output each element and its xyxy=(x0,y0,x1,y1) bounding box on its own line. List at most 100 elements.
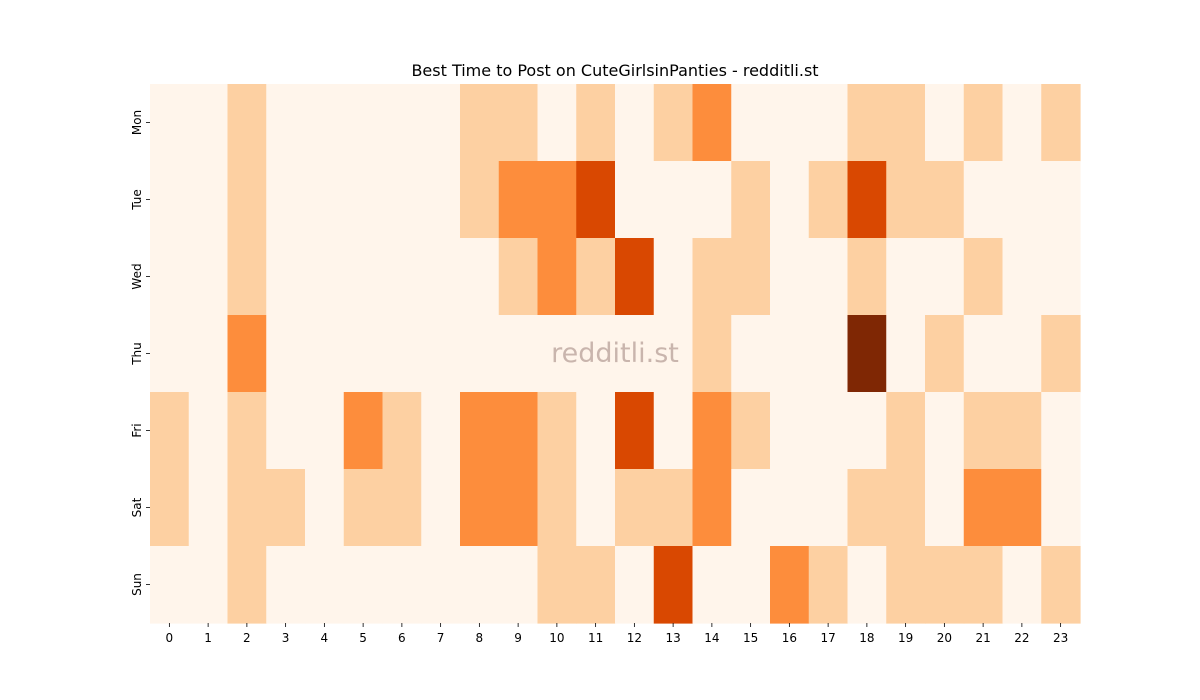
x-tick-label: 1 xyxy=(204,631,212,645)
heatmap-cell-tue-21 xyxy=(963,161,1004,239)
heatmap-cell-fri-16 xyxy=(770,392,810,470)
heatmap-cell-sun-11 xyxy=(576,546,616,624)
heatmap-cell-sat-7 xyxy=(421,469,461,547)
heatmap-cell-fri-7 xyxy=(421,392,461,470)
x-axis-ticks: 0 1 2 3 4 5 6 7 8 9 10 11 12 13 14 15 16 17 18 19 20 21 22 23 xyxy=(166,623,1068,645)
heatmap-cell-fri-22 xyxy=(1002,392,1042,470)
heatmap-cell-sun-14 xyxy=(692,546,732,624)
heatmap-cell-tue-2 xyxy=(227,161,267,239)
heatmap-cell-tue-3 xyxy=(266,161,306,239)
heatmap-cell-fri-23 xyxy=(1041,392,1081,470)
y-tick-label: Sun xyxy=(130,573,144,596)
x-tick-label: 14 xyxy=(704,631,719,645)
heatmap-cell-tue-6 xyxy=(382,161,422,239)
heatmap-cell-thu-13 xyxy=(653,315,694,393)
heatmap-cell-sat-19 xyxy=(886,469,926,547)
heatmap-cell-sat-6 xyxy=(382,469,422,547)
heatmap-cell-wed-2 xyxy=(227,238,267,316)
heatmap-cell-mon-22 xyxy=(1002,84,1042,162)
heatmap-cell-fri-2 xyxy=(227,392,267,470)
heatmap-cell-sun-1 xyxy=(188,546,229,624)
heatmap-cell-sat-22 xyxy=(1002,469,1042,547)
heatmap-cell-tue-18 xyxy=(847,161,887,239)
heatmap-cell-wed-4 xyxy=(305,238,345,316)
heatmap-cell-sun-19 xyxy=(886,546,926,624)
heatmap-cell-mon-3 xyxy=(266,84,306,162)
x-tick-label: 22 xyxy=(1014,631,1029,645)
heatmap-cell-thu-12 xyxy=(615,315,655,393)
heatmap-cell-sat-4 xyxy=(305,469,345,547)
heatmap-cell-thu-11 xyxy=(576,315,616,393)
x-tick-label: 13 xyxy=(665,631,680,645)
heatmap-cell-wed-22 xyxy=(1002,238,1042,316)
heatmap-cell-mon-12 xyxy=(615,84,655,162)
heatmap-cell-wed-5 xyxy=(343,238,384,316)
heatmap-cell-sat-3 xyxy=(266,469,306,547)
heatmap-cell-sun-15 xyxy=(731,546,771,624)
heatmap-cell-wed-14 xyxy=(692,238,732,316)
heatmap-cell-mon-19 xyxy=(886,84,926,162)
heatmap-cell-fri-17 xyxy=(808,392,849,470)
heatmap-cell-sun-23 xyxy=(1041,546,1081,624)
heatmap-cell-sun-21 xyxy=(963,546,1004,624)
heatmap-cell-fri-10 xyxy=(537,392,577,470)
heatmap-cell-tue-9 xyxy=(498,161,539,239)
heatmap-cell-sat-2 xyxy=(227,469,267,547)
heatmap-cell-mon-21 xyxy=(963,84,1004,162)
heatmap-cell-sat-16 xyxy=(770,469,810,547)
heatmap-cell-tue-16 xyxy=(770,161,810,239)
heatmap-cell-tue-22 xyxy=(1002,161,1042,239)
heatmap-cell-thu-2 xyxy=(227,315,267,393)
heatmap-cell-fri-15 xyxy=(731,392,771,470)
heatmap-cell-thu-0 xyxy=(150,315,190,393)
heatmap-cell-wed-7 xyxy=(421,238,461,316)
heatmap-cell-sun-13 xyxy=(653,546,694,624)
heatmap-cell-sun-16 xyxy=(770,546,810,624)
y-tick-label: Tue xyxy=(130,189,144,211)
heatmap-cell-wed-10 xyxy=(537,238,577,316)
heatmap-cell-mon-14 xyxy=(692,84,732,162)
x-tick-label: 11 xyxy=(588,631,603,645)
x-tick-label: 21 xyxy=(975,631,990,645)
heatmap-cell-mon-8 xyxy=(460,84,500,162)
heatmap-cell-tue-5 xyxy=(343,161,384,239)
x-tick-label: 10 xyxy=(549,631,564,645)
heatmap-cell-fri-1 xyxy=(188,392,229,470)
heatmap-cell-sat-10 xyxy=(537,469,577,547)
heatmap-cell-sat-15 xyxy=(731,469,771,547)
heatmap-cell-sat-23 xyxy=(1041,469,1081,547)
heatmap-cell-thu-3 xyxy=(266,315,306,393)
x-tick-label: 18 xyxy=(859,631,874,645)
heatmap-cell-wed-17 xyxy=(808,238,849,316)
x-tick-label: 20 xyxy=(937,631,952,645)
heatmap-cell-sat-9 xyxy=(498,469,539,547)
y-axis-ticks: Mon Tue Wed Thu Fri Sat Sun xyxy=(130,110,150,596)
heatmap-cell-mon-0 xyxy=(150,84,190,162)
heatmap-cell-wed-11 xyxy=(576,238,616,316)
heatmap-cell-fri-9 xyxy=(498,392,539,470)
y-tick-label: Mon xyxy=(130,110,144,135)
heatmap-cell-sat-18 xyxy=(847,469,887,547)
heatmap-cell-wed-20 xyxy=(925,238,965,316)
heatmap-cell-sun-4 xyxy=(305,546,345,624)
heatmap-cell-thu-5 xyxy=(343,315,384,393)
y-tick-label: Fri xyxy=(130,423,144,437)
heatmap-cell-mon-4 xyxy=(305,84,345,162)
heatmap-cell-wed-13 xyxy=(653,238,694,316)
heatmap-cell-sun-6 xyxy=(382,546,422,624)
heatmap-cell-tue-12 xyxy=(615,161,655,239)
x-tick-label: 12 xyxy=(627,631,642,645)
heatmap-cell-sun-2 xyxy=(227,546,267,624)
heatmap-cell-sat-8 xyxy=(460,469,500,547)
heatmap-cell-tue-15 xyxy=(731,161,771,239)
heatmap-cell-tue-8 xyxy=(460,161,500,239)
heatmap-cell-mon-2 xyxy=(227,84,267,162)
heatmap-cell-sun-0 xyxy=(150,546,190,624)
heatmap-cell-tue-13 xyxy=(653,161,694,239)
heatmap-cell-sat-13 xyxy=(653,469,694,547)
heatmap-cell-sat-12 xyxy=(615,469,655,547)
heatmap-cell-tue-10 xyxy=(537,161,577,239)
x-tick-label: 8 xyxy=(476,631,484,645)
heatmap-cell-sat-21 xyxy=(963,469,1004,547)
